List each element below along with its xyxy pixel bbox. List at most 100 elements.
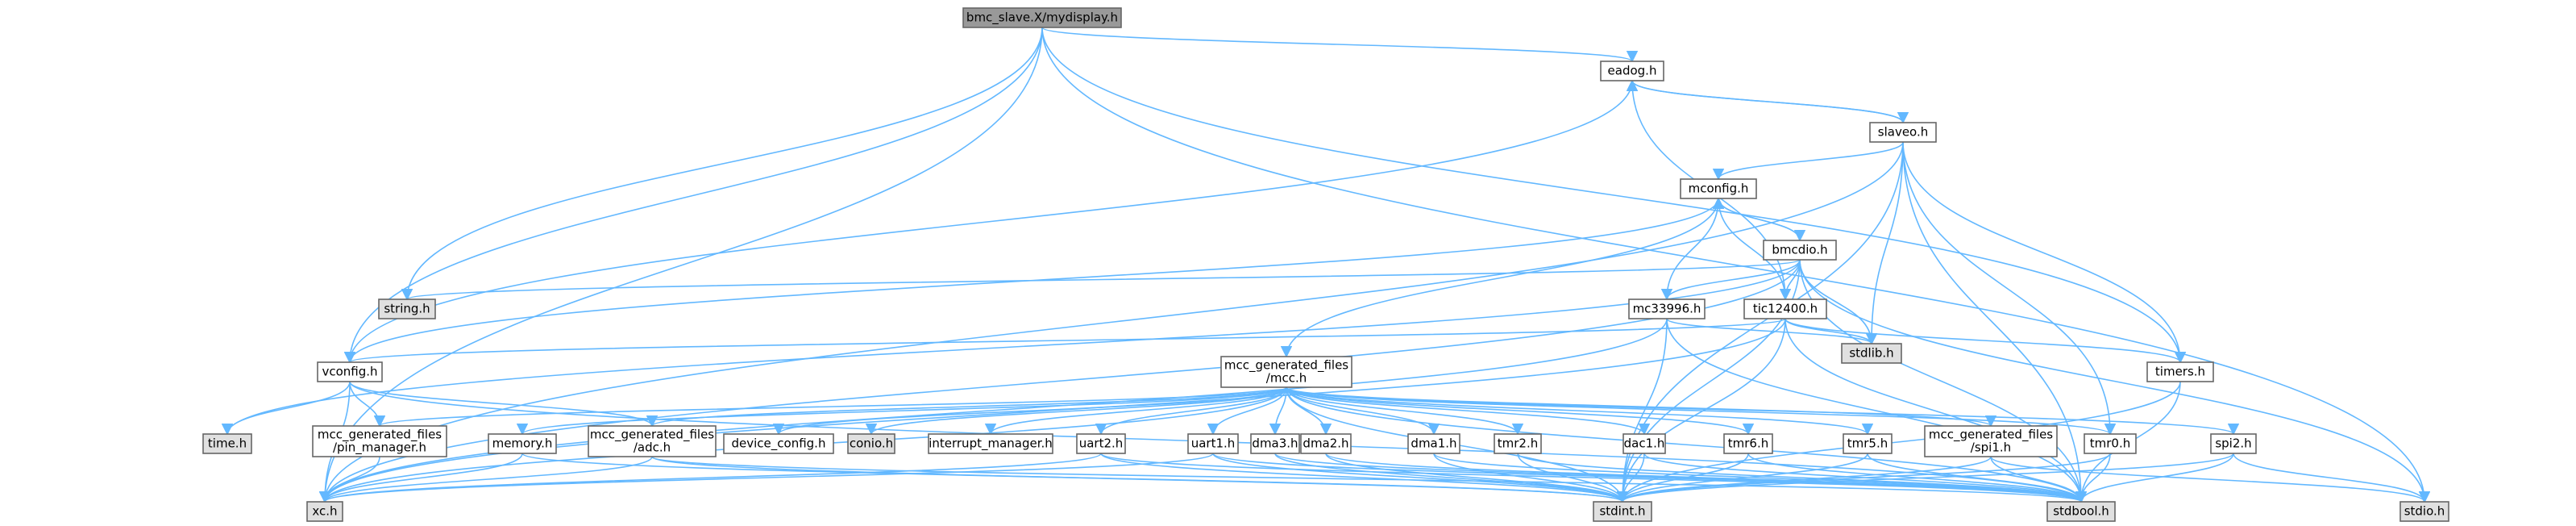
node-memory[interactable]: memory.h: [488, 433, 557, 454]
node-interrupt_manager[interactable]: interrupt_manager.h: [928, 433, 1053, 454]
node-label-stdbool: stdbool.h: [2053, 504, 2109, 519]
node-stdlib[interactable]: stdlib.h: [1841, 343, 1902, 364]
edge-mcc-to-dma3: [1269, 386, 1287, 436]
node-label-slaveo: slaveo.h: [1878, 125, 1928, 140]
edge-mcc-to-adc: [646, 386, 1287, 428]
node-box-timers: [2146, 361, 2214, 382]
node-label-vconfig: vconfig.h: [322, 365, 377, 379]
node-tmr2[interactable]: tmr2.h: [1494, 433, 1542, 454]
node-stdio[interactable]: stdio.h: [2399, 501, 2449, 522]
node-device_config[interactable]: device_config.h: [723, 433, 834, 454]
node-label-spi2: spi2.h: [2215, 436, 2251, 451]
edge-mcc-to-pin_manager: [374, 386, 1287, 428]
node-box-spi1: [1924, 425, 2058, 457]
node-string[interactable]: string.h: [378, 298, 436, 319]
node-tmr5[interactable]: tmr5.h: [1843, 433, 1893, 454]
node-label-dac1: dac1.h: [1624, 436, 1665, 451]
node-label-device_config: device_config.h: [732, 436, 826, 452]
edge-uart2-to-xc: [319, 453, 1102, 503]
node-box-stdio: [2399, 501, 2449, 522]
node-pin_manager[interactable]: mcc_generated_files/pin_manager.h: [312, 425, 447, 457]
node-box-dma1: [1407, 433, 1460, 454]
node-label-tic12400: tic12400.h: [1753, 302, 1818, 316]
node-tmr6[interactable]: tmr6.h: [1723, 433, 1773, 454]
node-label-dma2: dma2.h: [1303, 436, 1348, 451]
node-box-mc33996: [1628, 298, 1706, 319]
edge-tic12400-to-mconfig: [1712, 197, 1786, 300]
edge-uart1-to-stdint: [1212, 453, 1628, 503]
node-label-stdlib: stdlib.h: [1849, 346, 1893, 361]
edge-adc-to-xc: [318, 456, 653, 503]
node-box-dac1: [1622, 433, 1666, 454]
edge-tic12400-to-timers: [1785, 318, 2186, 364]
node-vconfig[interactable]: vconfig.h: [317, 361, 383, 382]
node-label-uart1: uart1.h: [1191, 436, 1236, 451]
node-spi1[interactable]: mcc_generated_files/spi1.h: [1924, 425, 2058, 457]
node-xc[interactable]: xc.h: [306, 501, 343, 522]
node-label-root: bmc_slave.X/mydisplay.h: [966, 10, 1118, 26]
node-label-tmr2: tmr2.h: [1498, 436, 1538, 451]
edge-slaveo-to-stdbool: [1902, 141, 2088, 503]
edge-mc33996-to-stdint: [1616, 318, 1668, 503]
node-dma3[interactable]: dma3.h: [1250, 433, 1300, 454]
edge-tic12400-to-xc: [319, 318, 1786, 503]
node-box-pin_manager: [312, 425, 447, 457]
node-label-bmcdio: bmcdio.h: [1772, 243, 1827, 257]
node-uart2[interactable]: uart2.h: [1076, 433, 1126, 454]
node-box-dma2: [1300, 433, 1352, 454]
node-tmr0[interactable]: tmr0.h: [2084, 433, 2137, 454]
node-tic12400[interactable]: tic12400.h: [1743, 298, 1827, 319]
edge-mcc-to-tmr0: [1286, 386, 2116, 436]
node-spi2[interactable]: spi2.h: [2210, 433, 2257, 454]
edge-mcc-to-uart2: [1095, 386, 1287, 436]
edge-dma1-to-stdint: [1433, 453, 1629, 503]
edge-mcc-to-tmr6: [1286, 386, 1754, 436]
node-stdint[interactable]: stdint.h: [1593, 501, 1652, 522]
edge-slaveo-to-mconfig: [1712, 141, 1904, 181]
edge-layer: [221, 27, 2431, 503]
node-box-xc: [306, 501, 343, 522]
edge-spi2-to-stdbool: [2075, 453, 2234, 503]
edge-mcc-to-uart1: [1207, 386, 1287, 436]
edge-memory-to-xc: [318, 453, 523, 503]
node-box-uart2: [1076, 433, 1126, 454]
edge-slaveo-to-tmr0: [1902, 141, 2117, 436]
node-label-time: time.h: [208, 436, 247, 451]
node-mc33996[interactable]: mc33996.h: [1628, 298, 1706, 319]
node-mcc[interactable]: mcc_generated_files/mcc.h: [1220, 356, 1352, 388]
node-label-tmr6: tmr6.h: [1728, 436, 1768, 451]
node-slaveo[interactable]: slaveo.h: [1869, 122, 1937, 143]
node-label-memory: memory.h: [492, 436, 553, 451]
edge-eadog-to-vconfig: [343, 80, 1633, 364]
node-mconfig[interactable]: mconfig.h: [1680, 178, 1757, 199]
edge-slaveo-to-timers: [1902, 141, 2187, 364]
node-dma1[interactable]: dma1.h: [1407, 433, 1460, 454]
node-timers[interactable]: timers.h: [2146, 361, 2214, 382]
node-dma2[interactable]: dma2.h: [1300, 433, 1352, 454]
node-root[interactable]: bmc_slave.X/mydisplay.h: [962, 7, 1122, 28]
edge-tmr2-to-stdbool: [1517, 453, 2087, 503]
node-label-string: string.h: [384, 302, 430, 316]
edge-tic12400-to-stdbool: [1785, 318, 2088, 503]
node-box-bmcdio: [1763, 240, 1837, 261]
edge-mcc-to-tmr5: [1286, 386, 1873, 436]
node-conio[interactable]: conio.h: [847, 433, 895, 454]
node-label-mcc: mcc_generated_files: [1224, 358, 1348, 374]
node-time[interactable]: time.h: [202, 433, 252, 454]
node-box-adc: [588, 425, 717, 457]
node-eadog[interactable]: eadog.h: [1600, 61, 1664, 81]
node-uart1[interactable]: uart1.h: [1187, 433, 1239, 454]
node-dac1[interactable]: dac1.h: [1622, 433, 1666, 454]
edge-uart1-to-xc: [319, 453, 1214, 503]
edge-spi2-to-stdio: [2233, 453, 2431, 503]
node-label-interrupt_manager: interrupt_manager.h: [929, 436, 1053, 452]
node-bmcdio[interactable]: bmcdio.h: [1763, 240, 1837, 261]
node-label-stdint: stdint.h: [1599, 504, 1645, 519]
node-layer: bmc_slave.X/mydisplay.h eadog.h slaveo.h mc…: [202, 7, 2449, 522]
edge-bmcdio-to-mconfig: [1712, 197, 1801, 241]
node-stdbool[interactable]: stdbool.h: [2046, 501, 2116, 522]
edge-slaveo-to-eadog: [1626, 79, 1904, 123]
node-box-tmr6: [1723, 433, 1773, 454]
node-adc[interactable]: mcc_generated_files/adc.h: [588, 425, 717, 457]
